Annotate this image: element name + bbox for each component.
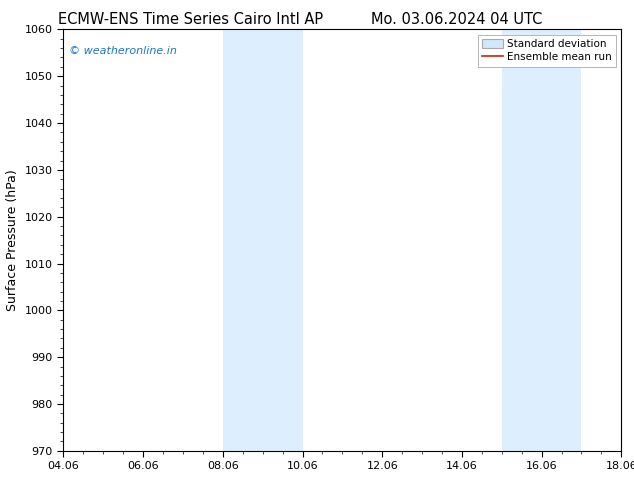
Bar [223,29,302,451]
Text: ECMW-ENS Time Series Cairo Intl AP: ECMW-ENS Time Series Cairo Intl AP [58,12,323,27]
Y-axis label: Surface Pressure (hPa): Surface Pressure (hPa) [6,169,19,311]
Bar [501,29,581,451]
Text: Mo. 03.06.2024 04 UTC: Mo. 03.06.2024 04 UTC [371,12,542,27]
Legend: Standard deviation, Ensemble mean run: Standard deviation, Ensemble mean run [478,35,616,67]
Text: © weatheronline.in: © weatheronline.in [69,46,177,56]
